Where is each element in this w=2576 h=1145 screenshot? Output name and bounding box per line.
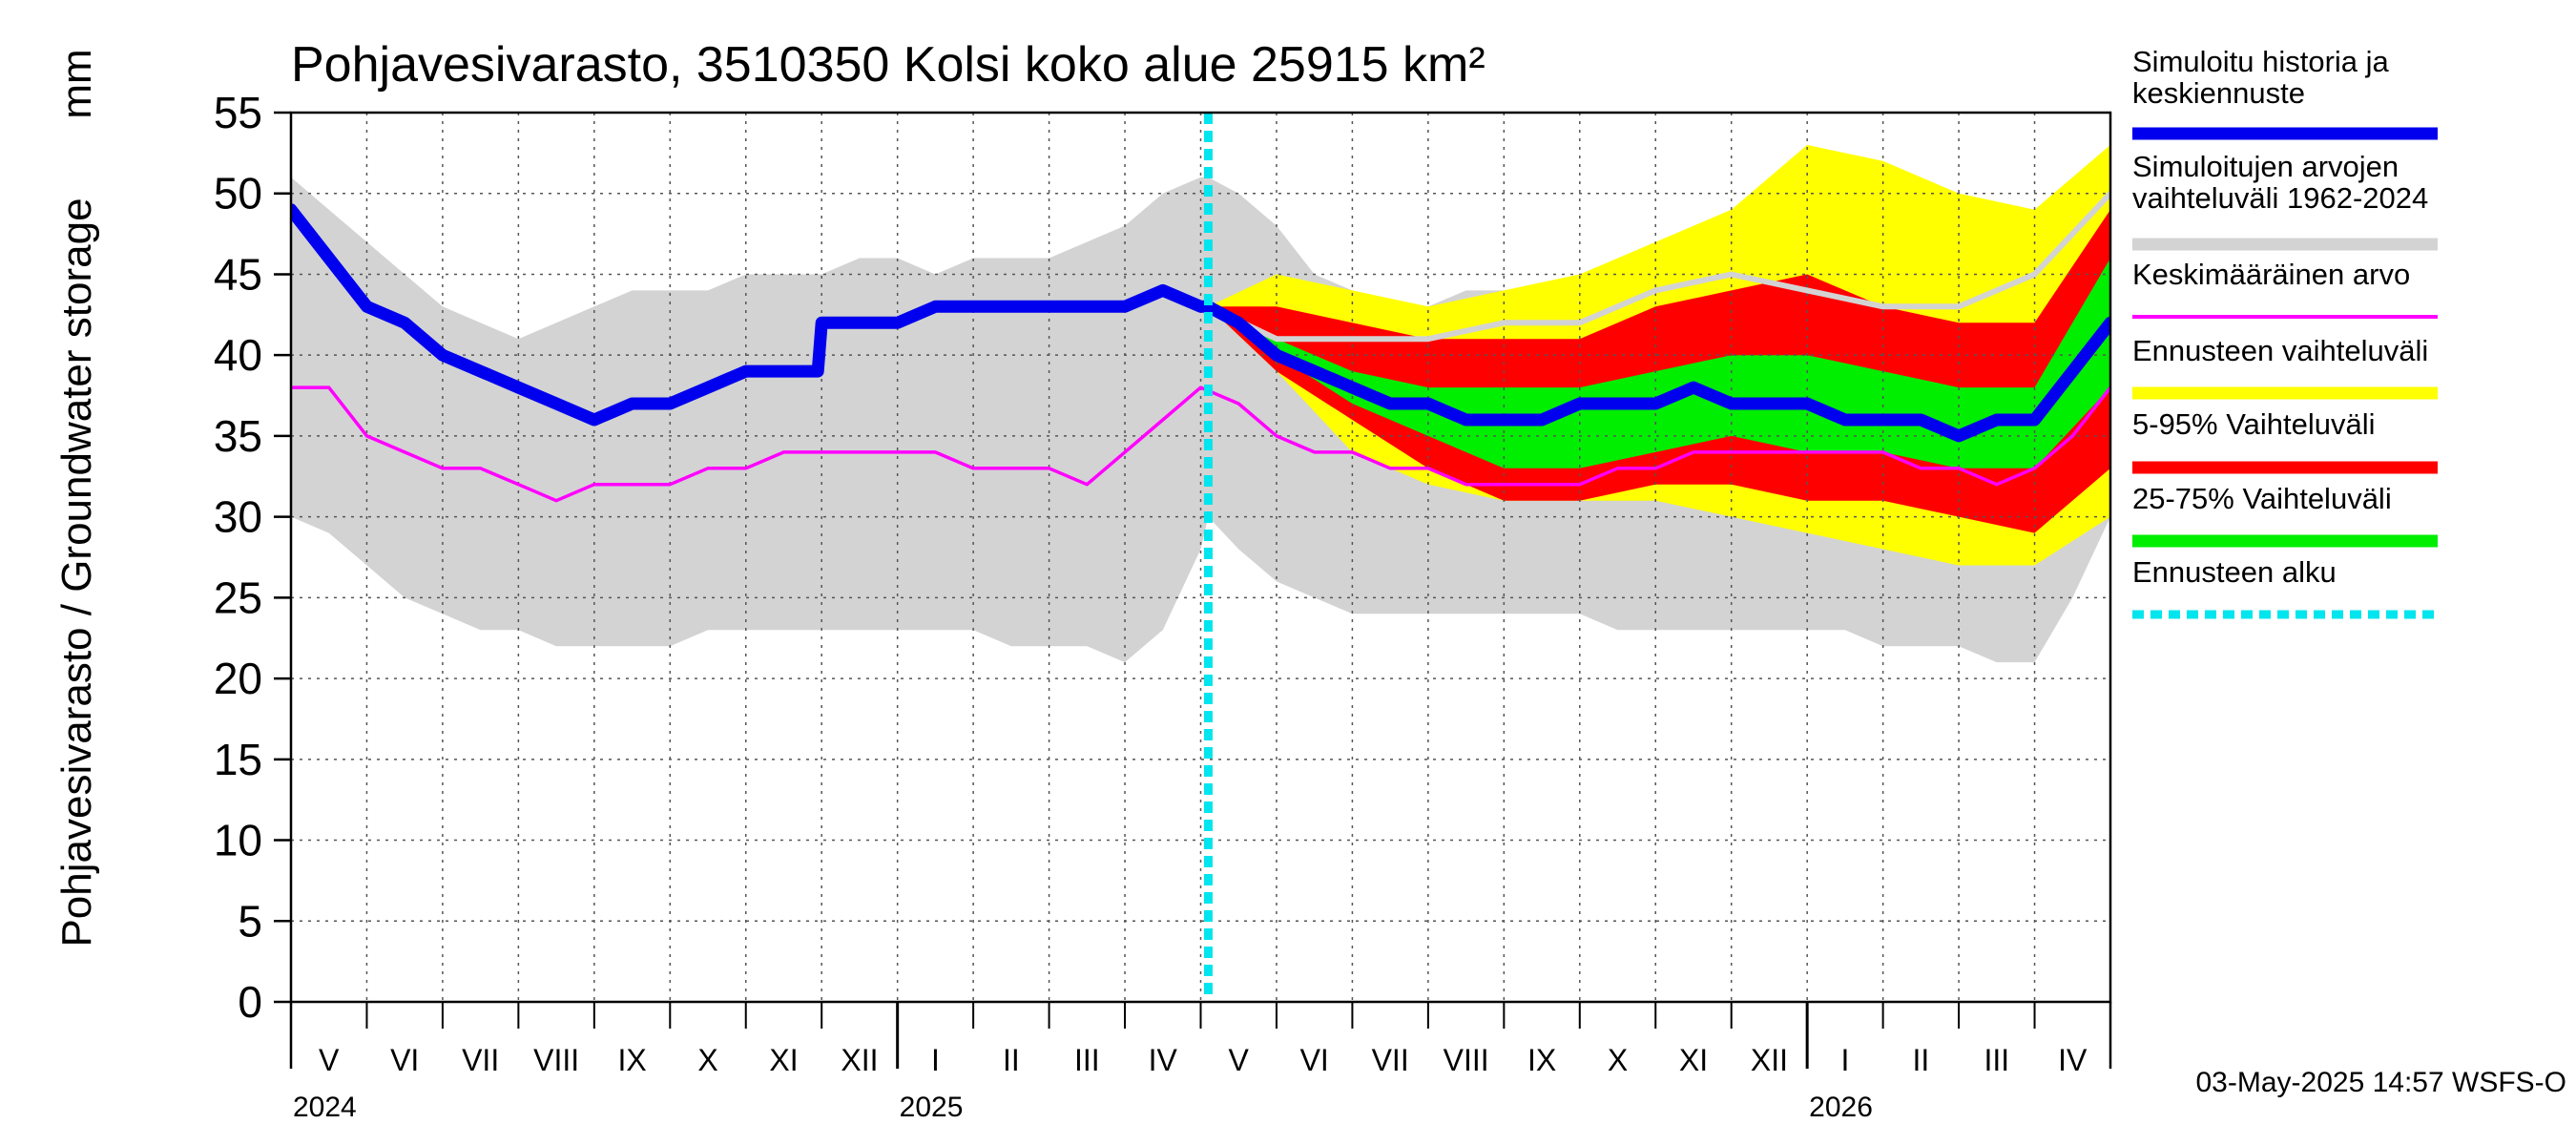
y-tick-label: 55: [214, 88, 262, 137]
year-label: 2024: [293, 1092, 357, 1123]
x-label-layer: V VI VII VIII IX X XI XII I II III IV V VI VII VIII IX X X…: [293, 1043, 2088, 1123]
month-label: XI: [1679, 1043, 1708, 1077]
month-label: IV: [1149, 1043, 1178, 1077]
y-tick-label: 20: [214, 654, 262, 703]
legend-label: 25-75% Vaihteluväli: [2132, 482, 2392, 515]
y-tick-label: 5: [238, 896, 262, 946]
month-label: II: [1003, 1043, 1020, 1077]
series-line-0: [291, 385, 2110, 503]
month-label: VII: [462, 1043, 499, 1077]
legend-label: Simuloitu historia ja: [2132, 45, 2390, 78]
series-line-1: [1205, 190, 2110, 343]
y-axis-unit: mm: [53, 49, 100, 118]
legend-label: keskiennuste: [2132, 76, 2305, 110]
month-label: III: [1984, 1043, 2009, 1077]
y-tick-label: 45: [214, 249, 262, 299]
month-label: X: [697, 1043, 717, 1077]
legend-label: vaihteluväli 1962-2024: [2132, 181, 2428, 215]
y-tick-label: 40: [214, 330, 262, 380]
month-label: X: [1608, 1043, 1628, 1077]
y-tick-label: 10: [214, 816, 262, 865]
y-tick-label: 50: [214, 169, 262, 219]
legend-label: Keskimääräinen arvo: [2132, 258, 2410, 291]
y-tick-label: 15: [214, 735, 262, 784]
month-label: I: [1840, 1043, 1849, 1077]
y-axis-label: Pohjavesivarasto / Groundwater storage: [53, 198, 100, 947]
month-label: V: [1229, 1043, 1250, 1077]
month-label: IX: [617, 1043, 646, 1077]
legend-label: 5-95% Vaihteluväli: [2132, 407, 2375, 441]
y-tick-label: 0: [238, 977, 262, 1027]
y-tick-label: 35: [214, 411, 262, 461]
legend-label: Simuloitujen arvojen: [2132, 150, 2399, 183]
month-label: VII: [1372, 1043, 1409, 1077]
grid-layer: [291, 113, 2110, 1002]
month-label: III: [1074, 1043, 1100, 1077]
series-line-2: [291, 203, 2110, 443]
month-label: XII: [841, 1043, 878, 1077]
month-label: XI: [769, 1043, 798, 1077]
legend-label: Ennusteen vaihteluväli: [2132, 334, 2428, 367]
chart-title: Pohjavesivarasto, 3510350 Kolsi koko alu…: [291, 37, 1485, 93]
month-label: XII: [1751, 1043, 1788, 1077]
legend-label: Ennusteen alku: [2132, 555, 2337, 589]
y-tick-label: 25: [214, 572, 262, 622]
month-label: V: [319, 1043, 340, 1077]
month-label: I: [931, 1043, 940, 1077]
month-label: II: [1912, 1043, 1929, 1077]
y-tick-layer: 0 5 10 15 20 25 30 35 40 45 50 55: [214, 88, 291, 1027]
month-label: VIII: [1444, 1043, 1489, 1077]
y-tick-label: 30: [214, 492, 262, 542]
month-label: VI: [390, 1043, 419, 1077]
month-label: IV: [2058, 1043, 2088, 1077]
month-label: VIII: [533, 1043, 579, 1077]
year-label: 2026: [1809, 1092, 1873, 1123]
line-layer: [291, 113, 2110, 1002]
month-label: VI: [1300, 1043, 1329, 1077]
footer-timestamp: 03-May-2025 14:57 WSFS-O: [2196, 1067, 2567, 1098]
axis-layer: [289, 111, 2112, 1069]
year-label: 2025: [900, 1092, 964, 1123]
month-label: IX: [1527, 1043, 1556, 1077]
